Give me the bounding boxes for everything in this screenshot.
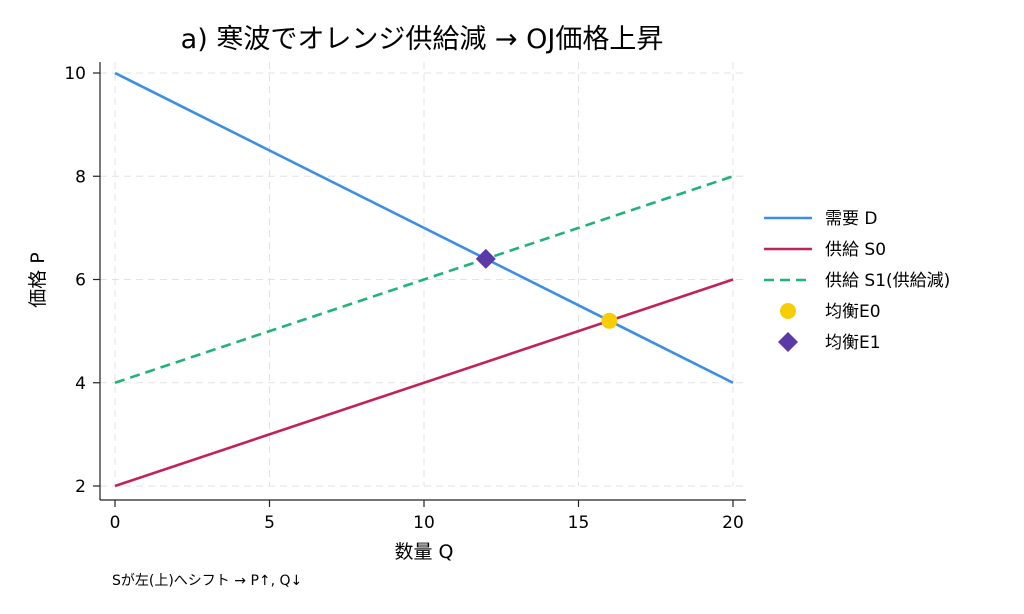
annotation-note: Sが左(上)へシフト → P↑, Q↓ [112,573,302,589]
legend-label: 供給 S1(供給減) [825,271,950,291]
x-tick-label: 0 [110,513,121,533]
ticks: 0 5 10 15 20 2 4 6 8 10 [64,64,743,533]
y-axis-label: 価格 P [27,252,49,308]
legend-swatch-circle [780,303,796,319]
chart-title: a) 寒波でオレンジ供給減 → OJ価格上昇 [181,24,664,55]
y-tick-label: 6 [75,271,86,291]
legend-label: 均衡E1 [825,333,881,353]
legend-swatch-diamond [778,332,798,352]
legend: 需要 D 供給 S0 供給 S1(供給減) 均衡E0 均衡E1 [764,209,950,353]
x-tick-label: 15 [568,513,590,533]
series-line [114,71,734,384]
series-point-circle [601,312,618,329]
grid [100,62,745,487]
series-layer [114,71,734,488]
series-line [114,278,734,488]
legend-label: 均衡E0 [825,302,881,322]
series-point-diamond [475,248,496,269]
y-tick-label: 4 [75,374,86,394]
legend-label: 供給 S0 [825,240,886,260]
x-tick-label: 20 [722,513,744,533]
y-tick-label: 10 [64,64,86,84]
x-tick-label: 10 [413,513,435,533]
legend-label: 需要 D [825,209,878,229]
x-tick-label: 5 [264,513,275,533]
axes [99,62,746,501]
x-axis-label: 数量 Q [395,541,454,563]
y-tick-label: 8 [75,167,86,187]
series-line [114,175,734,384]
y-tick-label: 2 [75,477,86,497]
